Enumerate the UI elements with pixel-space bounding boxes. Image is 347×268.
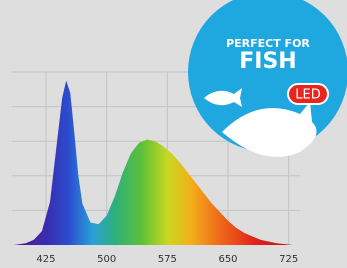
chart: 425 500 575 650 725 PERFECT FOR FISH LED — [0, 0, 347, 268]
badge: PERFECT FOR FISH LED — [188, 0, 347, 157]
x-tick-label: 725 — [279, 254, 298, 265]
badge-line2: FISH — [239, 49, 296, 74]
led-label: LED — [295, 88, 320, 103]
x-tick-label: 650 — [218, 254, 237, 265]
page: {"chart_data": { "type": "area", "x": [3… — [0, 0, 347, 268]
x-tick-label: 500 — [97, 254, 116, 265]
x-tick-label: 425 — [36, 254, 55, 265]
x-tick-label: 575 — [158, 254, 177, 265]
